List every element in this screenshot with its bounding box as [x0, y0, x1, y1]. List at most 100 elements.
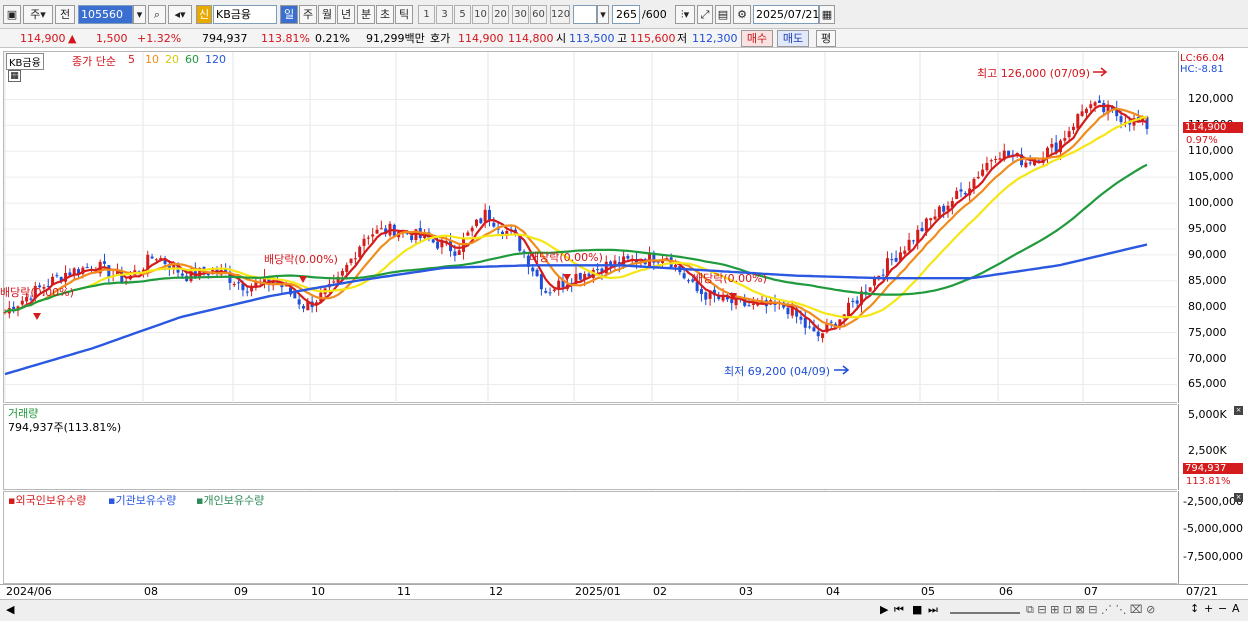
candle-body: [812, 327, 816, 332]
credit-badge: 신: [196, 5, 212, 24]
candle-body: [59, 276, 63, 282]
price-tick-label: 105,000: [1188, 170, 1234, 184]
price-tick-label: 85,000: [1188, 273, 1227, 287]
last-page-icon[interactable]: ⏭: [928, 603, 938, 616]
zoom-in-icon[interactable]: ↕: [1190, 602, 1200, 615]
scroll-right-icon[interactable]: ▶: [880, 603, 889, 616]
legend-ma-20: 20: [165, 53, 179, 66]
interval-custom-input[interactable]: [573, 5, 597, 24]
period-select[interactable]: 주▾: [23, 5, 53, 24]
current-price: 114,900: [20, 32, 66, 45]
zoom-slider[interactable]: [950, 604, 1020, 614]
candle-body: [1007, 150, 1011, 156]
volume-tick-mid: 2,500K: [1188, 444, 1227, 457]
minus-icon[interactable]: −: [1218, 602, 1228, 615]
candle-body: [872, 277, 876, 286]
candle-body: [548, 292, 552, 294]
volume-close-icon[interactable]: ×: [1234, 406, 1243, 415]
low-arrow-icon: [834, 365, 850, 375]
tab-year[interactable]: 년: [337, 5, 355, 24]
prev-button[interactable]: 전: [55, 5, 75, 24]
candle-body: [375, 229, 379, 234]
x-tick-label: 02: [653, 585, 667, 598]
candle-body: [981, 169, 985, 176]
candle-settings-icon[interactable]: ⫶▾: [675, 5, 695, 24]
buy-button[interactable]: 매수: [741, 30, 773, 47]
candle-body: [790, 306, 794, 316]
crosshair-icon[interactable]: ⤢: [697, 5, 713, 24]
flow-legend-foreign: ▪외국인보유수량: [8, 494, 87, 507]
price-tick-label: 75,000: [1188, 325, 1227, 339]
candle-body: [479, 218, 483, 224]
speaker-icon[interactable]: ◂▾: [168, 5, 192, 24]
change-arrow-icon: ▲: [68, 32, 77, 45]
tab-minute[interactable]: 분: [357, 5, 375, 24]
window-icon[interactable]: ▣: [3, 5, 21, 24]
tab-second[interactable]: 초: [376, 5, 394, 24]
stop-icon[interactable]: ■: [912, 603, 923, 616]
candle-body: [457, 250, 461, 255]
candle-body: [453, 251, 457, 256]
candle-body: [994, 159, 998, 161]
candle-body: [232, 283, 236, 285]
interval-1[interactable]: 1: [418, 5, 435, 24]
scroll-bar[interactable]: ◀ ▶ ⏮ ■ ⏭ ⧉ ⊟ ⊞ ⊡ ⊠ ⊟ ⋰ ⋱ ⌧ ⊘ ↕ + − A: [0, 599, 1248, 621]
candle-body: [799, 316, 803, 320]
change-amount: 1,500: [96, 32, 128, 45]
dividend-marker-icon: [563, 274, 571, 281]
interval-30[interactable]: 30: [512, 5, 529, 24]
interval-5[interactable]: 5: [454, 5, 471, 24]
dividend-marker-icon: [299, 276, 307, 283]
layout-icons[interactable]: ⧉ ⊟ ⊞ ⊡ ⊠ ⊟ ⋰ ⋱ ⌧ ⊘: [1026, 603, 1156, 616]
tab-tick[interactable]: 틱: [395, 5, 413, 24]
candle-body: [189, 268, 193, 282]
eval-button[interactable]: 평: [816, 30, 836, 47]
trade-amount: 91,299백만: [366, 32, 425, 45]
interval-120[interactable]: 120: [550, 5, 570, 24]
candle-body: [154, 259, 158, 261]
candle-body: [466, 232, 470, 236]
candle-body: [306, 301, 310, 311]
candle-body: [384, 228, 388, 234]
tab-month[interactable]: 월: [318, 5, 336, 24]
font-size-icon[interactable]: A: [1232, 602, 1240, 615]
candle-body: [440, 240, 444, 248]
calendar-icon[interactable]: ▦: [819, 5, 835, 24]
scroll-left-icon[interactable]: ◀: [6, 603, 15, 616]
flow-close-icon[interactable]: ×: [1234, 493, 1243, 502]
x-tick-label: 03: [739, 585, 753, 598]
candle-body: [25, 296, 29, 302]
interval-60[interactable]: 60: [530, 5, 547, 24]
hc-label: HC:-8.81: [1180, 64, 1224, 75]
candle-body: [1093, 102, 1097, 106]
interval-10[interactable]: 10: [472, 5, 489, 24]
legend-ma-title: 종가 단순: [72, 55, 116, 68]
count-input[interactable]: 265: [612, 5, 640, 24]
save-icon[interactable]: ▤: [715, 5, 731, 24]
zoom-out-icon[interactable]: +: [1204, 602, 1214, 615]
interval-20[interactable]: 20: [492, 5, 509, 24]
current-price-pct: 0.97%: [1186, 135, 1218, 146]
candle-body: [1089, 104, 1093, 109]
table-toggle-icon[interactable]: ▦: [8, 70, 21, 82]
volume-pane[interactable]: [3, 404, 1177, 490]
gear-icon[interactable]: ⚙: [733, 5, 751, 24]
interval-3[interactable]: 3: [436, 5, 453, 24]
interval-dropdown-icon[interactable]: ▾: [597, 5, 609, 24]
open-label: 시: [556, 32, 567, 45]
candle-body: [708, 290, 712, 299]
date-input[interactable]: 2025/07/21: [753, 5, 819, 24]
search-icon[interactable]: ⌕: [148, 5, 166, 24]
code-input[interactable]: 105560: [78, 5, 133, 24]
tab-week[interactable]: 주: [299, 5, 317, 24]
flow-pane[interactable]: [3, 491, 1177, 584]
tab-day[interactable]: 일: [280, 5, 298, 24]
sell-button[interactable]: 매도: [777, 30, 809, 47]
x-tick-label: 2025/01: [575, 585, 621, 598]
flow-axis: [1178, 491, 1248, 584]
dropdown-icon[interactable]: ▾: [133, 5, 146, 24]
x-tick-label: 05: [921, 585, 935, 598]
dividend-marker-icon: [729, 293, 737, 300]
first-page-icon[interactable]: ⏮: [894, 603, 904, 616]
price-chart-pane[interactable]: [3, 51, 1177, 403]
